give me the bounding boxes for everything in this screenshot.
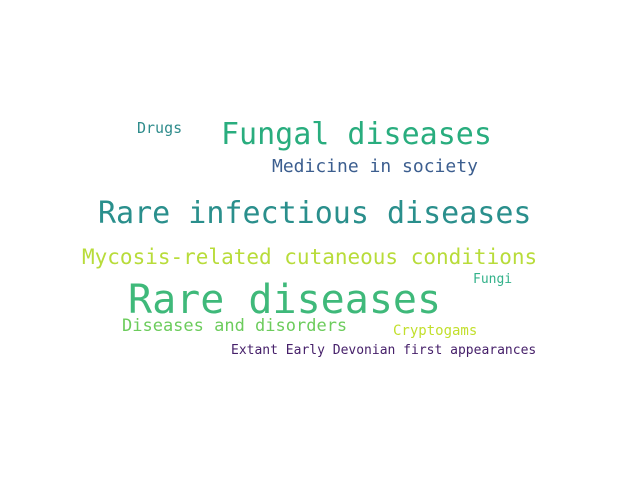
word-extant-early-devonian-first-appearances: Extant Early Devonian first appearances [231, 343, 537, 358]
word-drugs: Drugs [137, 119, 183, 137]
word-rare-infectious-diseases: Rare infectious diseases [98, 196, 532, 231]
word-cryptogams: Cryptogams [393, 323, 478, 339]
word-rare-diseases: Rare diseases [128, 277, 442, 323]
word-mycosis-related-cutaneous-conditions: Mycosis-related cutaneous conditions [82, 245, 538, 269]
word-fungi: Fungi [473, 272, 513, 287]
word-medicine-in-society: Medicine in society [272, 156, 478, 177]
word-diseases-and-disorders: Diseases and disorders [122, 316, 348, 336]
word-fungal-diseases: Fungal diseases [221, 117, 492, 152]
